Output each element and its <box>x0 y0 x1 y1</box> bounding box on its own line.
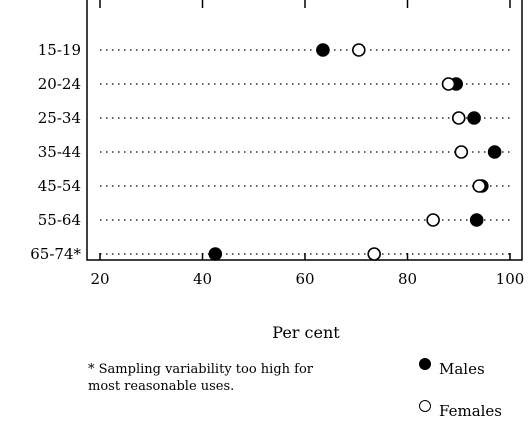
legend-item-females: Females <box>419 400 503 420</box>
footnote-line: most reasonable uses. <box>88 379 235 394</box>
x-tick-label: 100 <box>496 270 525 288</box>
female-marker <box>472 179 487 193</box>
male-marker <box>208 247 223 261</box>
top-axis-ticks <box>99 0 511 8</box>
x-tick-label: 80 <box>398 270 417 288</box>
x-axis-title: Per cent <box>272 323 340 342</box>
plot-frame <box>86 0 523 261</box>
legend-label: Females <box>439 402 503 420</box>
data-markers <box>208 43 502 261</box>
y-axis-category-labels: 15-19 20-24 25-34 35-44 45-54 55-64 65-74* <box>30 41 81 263</box>
hollow-circle-icon <box>419 400 431 412</box>
male-marker <box>487 145 502 159</box>
category-label: 35-44 <box>38 143 81 161</box>
footnote: * Sampling variability too high for most… <box>88 361 388 395</box>
x-tick-label: 20 <box>90 270 109 288</box>
female-marker <box>454 145 469 159</box>
female-marker <box>367 247 381 261</box>
legend-item-males: Males <box>419 358 485 378</box>
category-label: 65-74* <box>30 245 81 263</box>
male-marker <box>469 213 484 227</box>
x-tick-label: 60 <box>295 270 314 288</box>
category-label: 15-19 <box>38 41 81 59</box>
female-marker <box>352 43 366 57</box>
x-tick-label: 40 <box>193 270 212 288</box>
female-marker <box>451 111 466 125</box>
male-marker <box>316 43 330 57</box>
female-marker <box>426 213 440 227</box>
legend-label: Males <box>439 360 485 378</box>
footnote-line: * Sampling variability too high for <box>88 362 314 377</box>
category-label: 55-64 <box>38 211 81 229</box>
x-axis-ticks: 20 40 60 80 100 <box>90 253 524 288</box>
category-label: 20-24 <box>38 75 81 93</box>
category-label: 25-34 <box>38 109 81 127</box>
filled-circle-icon <box>419 358 431 370</box>
category-label: 45-54 <box>38 177 81 195</box>
male-marker <box>467 111 481 125</box>
female-marker <box>441 77 456 91</box>
